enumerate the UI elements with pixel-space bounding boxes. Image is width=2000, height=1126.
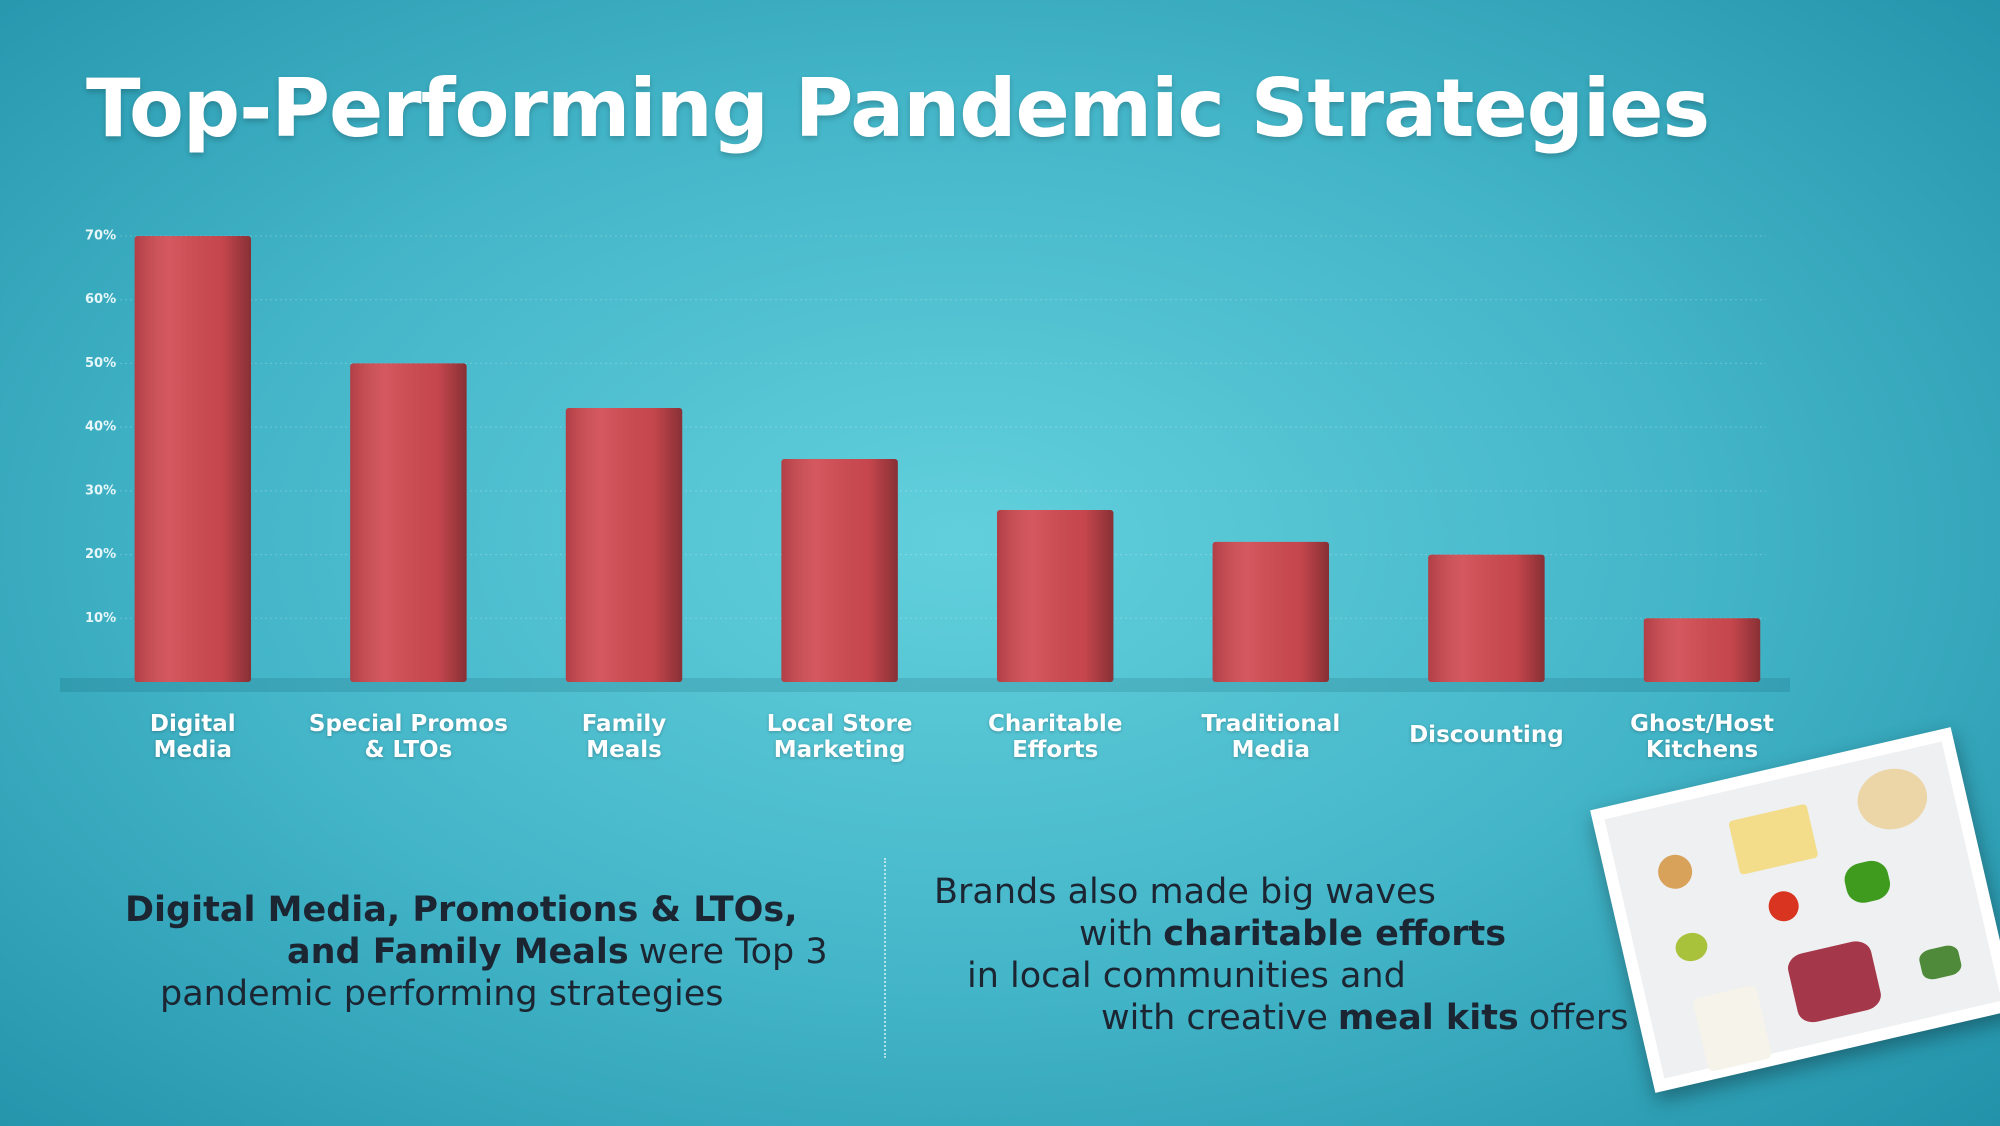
x-tick-label: Charitable Efforts [987,711,1123,763]
x-tick-label: Ghost/Host Kitchens [1630,711,1774,763]
bar-group [134,236,252,682]
note-line: Digital Media, Promotions & LTOs, [125,890,798,930]
note-line: with charitable efforts [1079,914,1506,954]
note-text: in local communities and [967,956,1406,996]
cheese [1728,803,1819,876]
divider [884,858,886,1058]
y-tick-label: 20% [85,547,116,562]
bar-shade [1643,618,1761,682]
bar-shade [1212,541,1330,682]
note-line: pandemic performing strategies [160,974,724,1014]
chart-title: Top-Performing Pandemic Strategies [86,62,1710,155]
note-text: meal kits [1337,998,1519,1038]
y-tick-label: 10% [85,611,116,626]
cream [1692,984,1773,1073]
note-text: Digital Media, Promotions & LTOs, [125,890,798,930]
bar-group [996,509,1114,682]
note-text: with creative [1101,998,1328,1038]
note-line: and Family Meals were Top 3 [287,932,828,972]
note-line: Brands also made big waves [934,872,1436,912]
x-tick-label: Discounting [1409,722,1564,748]
note-line: with creative meal kits offers [1101,998,1628,1038]
bar-group [1428,554,1545,682]
tortilla [1851,761,1934,837]
x-tick-label: Digital Media [149,711,236,763]
x-tick-label: Local Store Marketing [766,711,913,763]
pepper [1841,857,1894,907]
herbs [1917,943,1964,982]
y-tick-label: 30% [85,483,116,498]
note-text: pandemic performing strategies [160,974,724,1014]
note-text: offers [1528,998,1629,1038]
bar-shade [350,363,467,682]
bar-shade [996,509,1114,682]
y-tick-label: 60% [85,292,116,307]
bar-group [565,408,683,682]
tomato [1765,888,1802,925]
x-tick-label: Family Meals [581,711,667,763]
bar-shade [565,408,683,682]
bar-shade [1428,554,1545,682]
x-tick-label: Traditional Media [1201,711,1341,763]
y-tick-label: 40% [85,420,116,435]
floor-shadow [60,678,1790,692]
bar-group [350,363,467,682]
lime [1672,929,1711,965]
bar-group [781,459,898,682]
onion [1654,851,1696,893]
note-text: and Family Meals [287,932,629,972]
y-tick-label: 70% [85,229,116,244]
bar-shade [781,459,898,682]
bar-group [1212,541,1330,682]
x-tick-label: Special Promos & LTOs [308,711,508,763]
note-text: were Top 3 [638,932,828,972]
note-text: with [1079,914,1154,954]
bar-group [1643,618,1761,682]
y-tick-label: 50% [85,356,116,371]
note-text: Brands also made big waves [934,872,1436,912]
note-text: charitable efforts [1163,914,1507,954]
meat [1785,938,1884,1026]
bar-shade [134,236,252,682]
note-line: in local communities and [967,956,1406,996]
